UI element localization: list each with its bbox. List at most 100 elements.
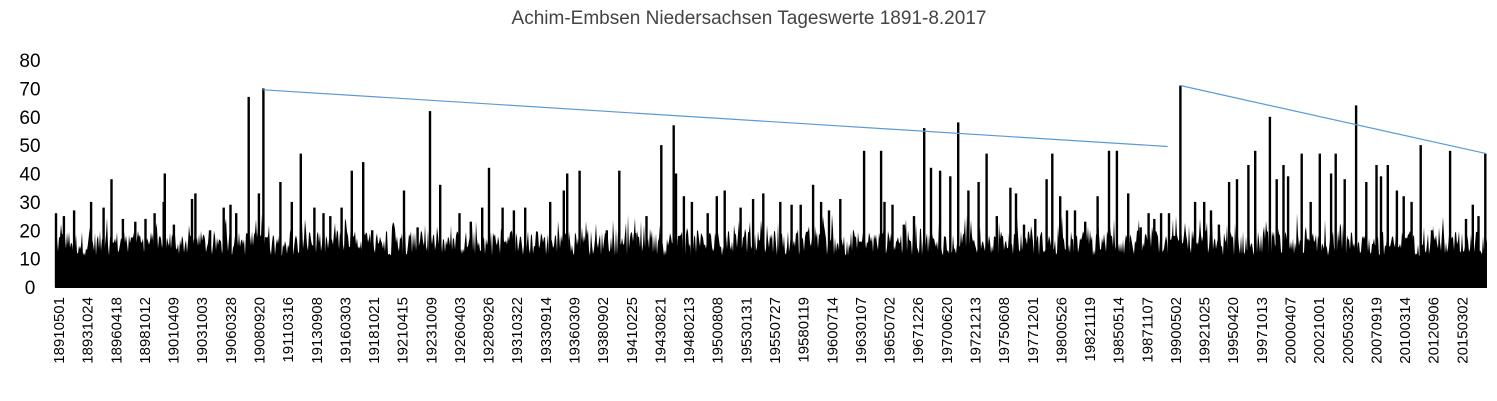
data-bar xyxy=(1375,165,1378,287)
x-tick-label: 19500808 xyxy=(710,297,727,364)
data-bar xyxy=(923,128,926,287)
data-bar xyxy=(674,173,678,287)
trend-line xyxy=(1180,84,1487,155)
data-bar xyxy=(1354,105,1358,288)
y-tick-label: 40 xyxy=(19,165,40,186)
data-bar xyxy=(799,204,802,287)
data-bar xyxy=(262,88,265,288)
data-bar xyxy=(102,207,105,287)
data-bar xyxy=(1084,221,1087,287)
data-bar xyxy=(957,122,960,288)
data-bar xyxy=(578,170,581,287)
x-tick-label: 19410225 xyxy=(624,297,641,364)
y-tick-label: 10 xyxy=(19,250,40,271)
data-bar xyxy=(1179,85,1182,287)
data-bar xyxy=(1477,216,1480,287)
data-bar xyxy=(1343,179,1346,287)
data-bar xyxy=(1115,150,1119,287)
data-bar xyxy=(879,150,883,287)
data-bar xyxy=(458,213,461,287)
data-bar xyxy=(682,196,686,287)
data-bar xyxy=(194,193,197,287)
x-tick-label: 19260403 xyxy=(452,297,469,364)
data-bar xyxy=(1309,201,1312,287)
data-bar xyxy=(839,199,842,287)
data-bar xyxy=(1254,150,1257,287)
data-bar xyxy=(62,216,66,287)
data-bar xyxy=(706,213,709,287)
data-bar xyxy=(1419,145,1422,287)
x-tick-label: 19821119 xyxy=(1082,297,1099,362)
data-bar xyxy=(1379,176,1383,287)
data-bar xyxy=(618,170,621,287)
x-tick-label: 19231009 xyxy=(423,297,440,364)
x-tick-label: 19130908 xyxy=(309,297,326,364)
data-bar xyxy=(1484,153,1487,287)
data-bar xyxy=(549,201,552,287)
y-tick-label: 50 xyxy=(19,136,40,157)
x-tick-label: 19550727 xyxy=(767,297,784,364)
data-bar xyxy=(827,210,831,287)
data-bar xyxy=(977,182,980,287)
data-bar xyxy=(1034,218,1037,287)
data-bar xyxy=(995,216,998,287)
data-bar xyxy=(811,184,815,287)
x-tick-label: 19630107 xyxy=(853,297,870,364)
data-bar xyxy=(279,182,282,287)
data-bar xyxy=(1329,173,1333,287)
x-tick-label: 19671226 xyxy=(910,297,927,364)
data-bar xyxy=(1173,235,1176,287)
x-tick-label: 20050326 xyxy=(1340,297,1357,364)
data-bar xyxy=(985,153,988,287)
data-bar xyxy=(1009,187,1012,287)
x-tick-label: 19850514 xyxy=(1111,297,1128,364)
y-tick-label: 0 xyxy=(25,278,36,299)
x-tick-label: 19771201 xyxy=(1025,297,1042,364)
x-tick-label: 19060328 xyxy=(223,297,240,364)
data-bar xyxy=(1127,193,1130,287)
x-tick-label: 20070919 xyxy=(1368,297,1385,364)
data-bar xyxy=(1318,153,1321,287)
data-bar xyxy=(891,204,894,287)
x-tick-label: 19031003 xyxy=(194,297,211,364)
data-bar xyxy=(1159,213,1163,287)
x-tick-label: 18960418 xyxy=(108,297,125,364)
data-bar xyxy=(322,213,325,287)
x-tick-label: 18931024 xyxy=(80,297,97,364)
data-bar xyxy=(739,207,742,287)
data-bar xyxy=(299,153,302,287)
data-bar xyxy=(290,201,293,287)
data-bar xyxy=(690,201,694,287)
data-bar xyxy=(1167,213,1171,287)
x-tick-label: 20021001 xyxy=(1311,297,1328,364)
data-bar xyxy=(1300,153,1303,287)
data-bar xyxy=(501,207,504,287)
data-bar xyxy=(235,213,238,287)
x-tick-label: 19580119 xyxy=(796,297,813,363)
data-bar xyxy=(110,179,113,287)
x-tick-label: 19530131 xyxy=(738,297,755,364)
data-bar xyxy=(1051,153,1054,287)
y-tick-label: 60 xyxy=(19,108,40,129)
data-bar xyxy=(89,201,93,287)
data-bar xyxy=(190,199,194,287)
data-bar xyxy=(469,221,472,287)
data-bar xyxy=(1275,179,1278,287)
chart-title: Achim-Embsen Niedersachsen Tageswerte 18… xyxy=(512,8,987,29)
y-tick-label: 20 xyxy=(19,221,40,242)
data-bar xyxy=(512,210,516,287)
x-tick-label: 19871107 xyxy=(1139,297,1156,363)
data-bar xyxy=(1410,201,1413,287)
data-bar xyxy=(779,201,782,287)
data-bar xyxy=(762,193,765,287)
x-tick-label: 19650702 xyxy=(882,297,899,364)
y-tick-label: 30 xyxy=(19,193,40,214)
data-bar xyxy=(340,207,343,287)
data-bar xyxy=(329,216,332,287)
data-bar xyxy=(1268,116,1272,288)
data-bar xyxy=(1209,210,1213,287)
data-bar xyxy=(1448,150,1452,287)
x-tick-label: 19800526 xyxy=(1053,297,1070,364)
x-tick-label: 18981012 xyxy=(137,297,154,364)
x-tick-label: 19430821 xyxy=(652,297,669,364)
